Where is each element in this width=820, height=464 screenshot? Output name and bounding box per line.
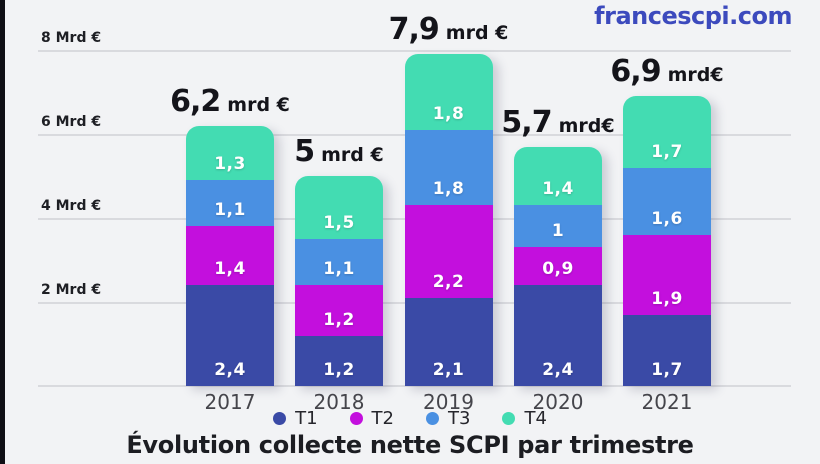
bar-segment-2018-t3: 1,1 (295, 239, 383, 286)
segment-value-label: 1,8 (432, 103, 465, 124)
bar-segment-2020-t2: 0,9 (514, 247, 602, 286)
segment-value-label: 2,2 (432, 271, 465, 292)
legend-item-t2: T2 (349, 408, 394, 429)
legend-label: T3 (448, 408, 471, 429)
x-axis-baseline (38, 385, 791, 387)
segment-value-label: 1,6 (651, 208, 683, 229)
legend-label: T2 (371, 408, 394, 429)
total-label-2019: 7,9 mrd € (389, 12, 509, 47)
bar-segment-2020-t1: 2,4 (514, 285, 602, 386)
segment-value-label: 1,4 (542, 179, 574, 200)
chart-title: Évolution collecte nette SCPI par trimes… (126, 431, 694, 459)
legend-dot-t1-icon (273, 412, 287, 425)
total-value: 7,9 (388, 12, 440, 48)
total-label-2021: 6,9 mrd€ (610, 54, 723, 89)
grid-line-8-mrd (38, 50, 791, 52)
x-axis-year-label-2021: 2021 (641, 390, 693, 414)
x-axis-year-label-2018: 2018 (313, 390, 365, 414)
y-axis-tick-label: 8 Mrd € (41, 30, 102, 46)
segment-value-label: 1,7 (651, 359, 683, 380)
segment-value-label: 1 (551, 221, 565, 242)
bar-segment-2017-t3: 1,1 (186, 180, 274, 227)
total-value: 6,9 (610, 54, 661, 90)
total-value: 5,7 (501, 104, 552, 140)
bar-segment-2017-t2: 1,4 (186, 226, 274, 286)
chart-legend: T1 T2 T3 T4 (0, 408, 820, 429)
total-unit: mrd € (445, 22, 509, 45)
bar-segment-2019-t4: 1,8 (404, 54, 493, 130)
bar-2017: 1,3 1,1 1,4 2,4 (186, 125, 274, 386)
total-value: 5 (294, 134, 315, 169)
legend-item-t1: T1 (273, 408, 318, 429)
bar-segment-2019-t1: 2,1 (404, 297, 493, 386)
bar-segment-2018-t1: 1,2 (295, 335, 383, 386)
legend-item-t4: T4 (502, 408, 547, 429)
bar-segment-2021-t4: 1,7 (623, 96, 711, 168)
segment-value-label: 1,5 (323, 213, 355, 233)
segment-value-label: 1,9 (651, 288, 683, 309)
total-unit: mrd€ (667, 64, 724, 87)
bar-2020: 1,4 1 0,9 2,4 (514, 146, 602, 386)
y-axis-tick-label: 6 Mrd € (41, 114, 102, 130)
segment-value-label: 0,9 (542, 259, 574, 280)
bar-segment-2021-t2: 1,9 (623, 234, 711, 315)
segment-value-label: 1,2 (323, 309, 355, 330)
segment-value-label: 2,1 (432, 359, 465, 380)
total-label-2017: 6,2 mrd € (170, 84, 290, 119)
bar-2021: 1,7 1,6 1,9 1,7 (623, 96, 711, 386)
total-unit: mrd € (227, 93, 290, 116)
bar-segment-2019-t2: 2,2 (404, 205, 493, 298)
y-axis-tick-label: 4 Mrd € (41, 198, 102, 214)
segment-value-label: 1,2 (323, 359, 355, 380)
legend-dot-t3-icon (426, 412, 439, 425)
segment-value-label: 1,4 (214, 259, 246, 280)
total-label-2020: 5,7 mrd€ (501, 105, 614, 140)
left-edge-strip (0, 0, 5, 464)
bar-segment-2020-t4: 1,4 (514, 146, 602, 206)
bar-segment-2017-t1: 2,4 (186, 285, 274, 386)
bar-segment-2018-t4: 1,5 (295, 176, 383, 239)
x-axis-year-label-2020: 2020 (532, 390, 584, 414)
bar-segment-2021-t3: 1,6 (623, 167, 711, 235)
bar-segment-2018-t2: 1,2 (295, 285, 383, 336)
segment-value-label: 2,4 (214, 359, 246, 380)
total-unit: mrd € (321, 144, 384, 166)
total-unit: mrd€ (558, 114, 615, 137)
x-axis-year-label-2017: 2017 (204, 390, 256, 414)
segment-value-label: 1,7 (651, 141, 683, 162)
segment-value-label: 1,3 (214, 154, 246, 175)
legend-dot-t4-icon (502, 412, 516, 425)
brand-link[interactable]: francescpi.com (594, 2, 792, 30)
bar-segment-2019-t3: 1,8 (404, 129, 493, 206)
segment-value-label: 1,1 (214, 200, 246, 221)
segment-value-label: 1,1 (323, 259, 355, 280)
x-axis-year-label-2019: 2019 (423, 390, 474, 414)
segment-value-label: 2,4 (542, 359, 574, 380)
legend-label: T1 (295, 408, 318, 429)
legend-dot-t2-icon (349, 412, 363, 425)
bar-segment-2021-t1: 1,7 (623, 314, 711, 386)
legend-label: T4 (524, 408, 547, 429)
total-value: 6,2 (170, 83, 221, 119)
bar-2018: 1,5 1,1 1,2 1,2 (295, 176, 383, 386)
bar-segment-2020-t3: 1 (514, 205, 602, 248)
bar-segment-2017-t4: 1,3 (186, 125, 274, 181)
total-label-2018: 5 mrd € (294, 134, 383, 169)
legend-item-t3: T3 (426, 408, 470, 429)
y-axis-tick-label: 2 Mrd € (41, 282, 102, 298)
segment-value-label: 1,8 (432, 179, 465, 200)
bar-2019: 1,8 1,8 2,2 2,1 (404, 54, 493, 386)
